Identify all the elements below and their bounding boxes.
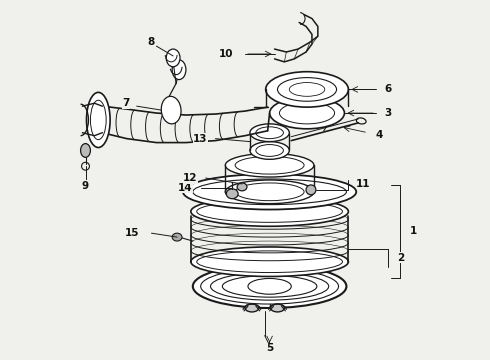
Text: 8: 8 <box>148 37 155 47</box>
Ellipse shape <box>197 201 343 222</box>
Ellipse shape <box>289 82 325 96</box>
Text: 10: 10 <box>219 49 233 59</box>
Ellipse shape <box>211 273 329 300</box>
Text: 9: 9 <box>82 181 89 191</box>
Ellipse shape <box>225 180 314 204</box>
Ellipse shape <box>197 251 343 273</box>
Ellipse shape <box>279 102 335 124</box>
Text: 14: 14 <box>178 183 193 193</box>
Text: 7: 7 <box>122 98 130 108</box>
Ellipse shape <box>250 141 289 159</box>
Ellipse shape <box>91 100 106 140</box>
Ellipse shape <box>201 269 339 304</box>
Ellipse shape <box>86 93 110 148</box>
Ellipse shape <box>248 278 291 294</box>
Ellipse shape <box>193 265 346 308</box>
Text: 11: 11 <box>356 179 371 189</box>
Ellipse shape <box>237 183 247 191</box>
Ellipse shape <box>225 153 314 177</box>
Ellipse shape <box>161 96 181 124</box>
Ellipse shape <box>235 183 304 201</box>
Text: 13: 13 <box>193 134 208 144</box>
Text: 4: 4 <box>376 130 383 140</box>
Ellipse shape <box>306 185 316 195</box>
Text: 5: 5 <box>266 343 273 354</box>
Ellipse shape <box>191 197 348 226</box>
Text: 2: 2 <box>397 253 405 263</box>
Ellipse shape <box>277 78 337 101</box>
Ellipse shape <box>256 127 283 139</box>
Ellipse shape <box>80 144 91 157</box>
Ellipse shape <box>222 275 317 297</box>
Ellipse shape <box>193 179 346 204</box>
Ellipse shape <box>166 49 180 67</box>
Ellipse shape <box>250 124 289 141</box>
Ellipse shape <box>172 60 186 80</box>
Ellipse shape <box>172 233 182 241</box>
Ellipse shape <box>226 189 238 199</box>
Ellipse shape <box>266 72 348 107</box>
Text: 12: 12 <box>183 173 198 183</box>
Ellipse shape <box>235 156 304 174</box>
Ellipse shape <box>245 304 259 312</box>
Ellipse shape <box>183 174 356 210</box>
Text: 1: 1 <box>410 226 416 236</box>
Text: 6: 6 <box>385 84 392 94</box>
Text: 15: 15 <box>125 228 140 238</box>
Ellipse shape <box>270 304 284 312</box>
Ellipse shape <box>191 247 348 276</box>
Ellipse shape <box>256 145 283 156</box>
Ellipse shape <box>270 97 344 129</box>
Text: 3: 3 <box>385 108 392 118</box>
